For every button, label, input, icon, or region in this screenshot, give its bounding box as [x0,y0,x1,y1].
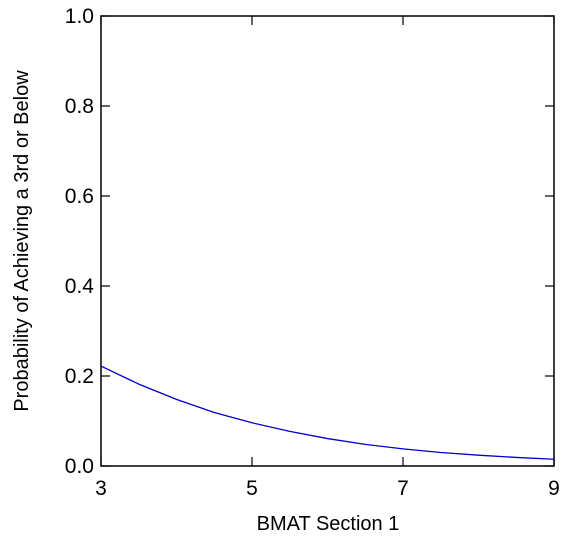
y-tick-label: 0.4 [65,275,95,298]
y-tick-label: 0.6 [65,185,94,208]
y-tick-label: 0.8 [65,95,94,118]
x-tick-label: 5 [246,477,258,500]
series-line [100,365,555,460]
plot-frame [100,15,555,467]
y-axis-ticks: 0.0 0.2 0.4 0.6 0.8 1.0 [65,5,554,478]
y-tick-label: 1.0 [65,5,94,28]
y-tick-label: 0.0 [65,455,94,478]
x-tick-label: 7 [397,477,409,500]
x-axis-label: BMAT Section 1 [257,513,400,535]
y-axis-label: Probability of Achieving a 3rd or Below [11,70,33,412]
x-tick-label: 3 [95,477,107,500]
series-layer [100,365,555,460]
x-tick-label: 9 [548,477,560,500]
y-tick-label: 0.2 [65,365,94,388]
x-axis-ticks: 3 5 7 9 [95,16,560,500]
